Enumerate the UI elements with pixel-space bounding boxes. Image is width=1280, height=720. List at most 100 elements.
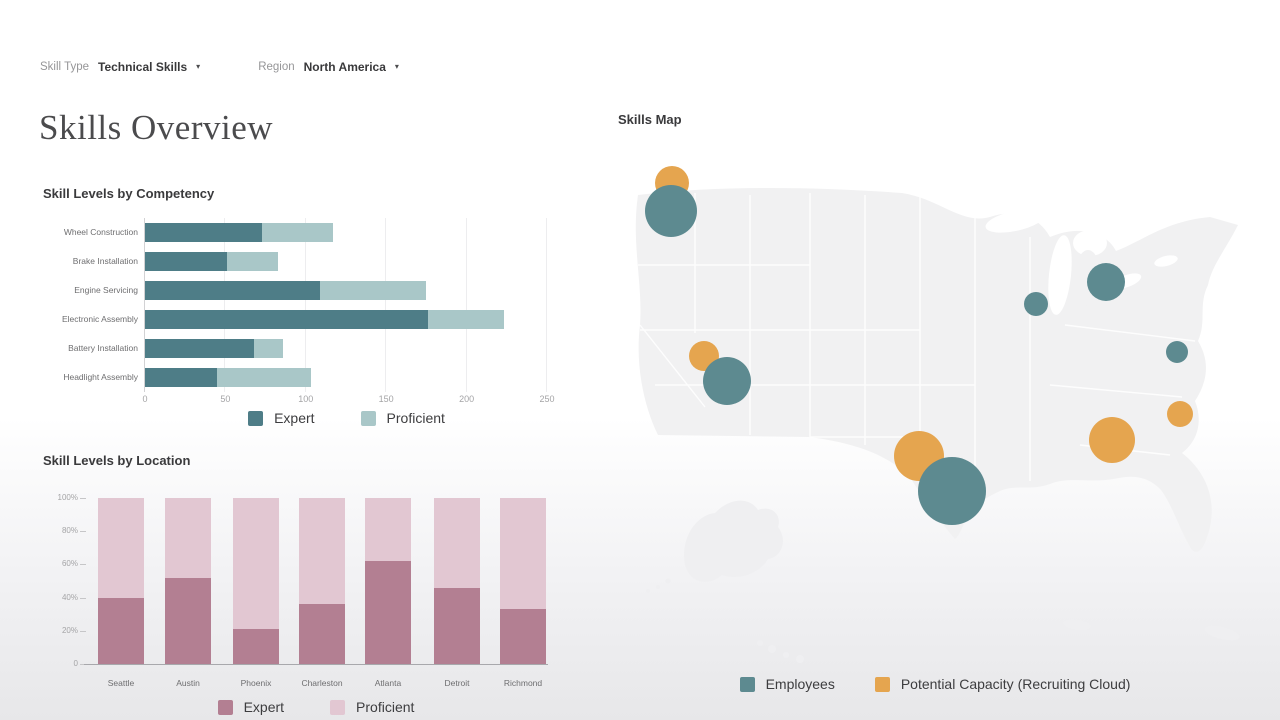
region-value: North America	[303, 60, 386, 74]
location-bar-expert[interactable]	[434, 587, 480, 664]
legend-label: Proficient	[386, 410, 445, 426]
category-label: Seattle	[107, 678, 135, 688]
proficient-swatch	[330, 699, 346, 715]
employees-swatch	[739, 676, 755, 692]
proficient-swatch	[360, 410, 376, 426]
category-label: Headlight Assembly	[63, 372, 138, 382]
location-chart-title: Skill Levels by Location	[43, 453, 191, 468]
y-tick-label: 80%	[61, 526, 78, 536]
map-bubble-employees[interactable]	[1087, 263, 1125, 301]
competency-bar-expert[interactable]	[145, 368, 218, 387]
competency-chart-title: Skill Levels by Competency	[43, 186, 215, 201]
competency-bar-expert[interactable]	[145, 252, 227, 271]
x-tick-label: 0	[142, 394, 148, 404]
y-axis-line	[144, 218, 145, 392]
location-bar-expert[interactable]	[233, 629, 279, 664]
category-label: Austin	[176, 678, 200, 688]
x-tick-label: 100	[298, 394, 314, 404]
map-bubble-employees[interactable]	[918, 457, 986, 525]
skill-type-value: Technical Skills	[98, 60, 188, 74]
x-tick-label: 200	[459, 394, 475, 404]
map-bubble-employees[interactable]	[645, 185, 697, 237]
location-bar-proficient[interactable]	[233, 498, 279, 630]
y-tick-label: 60%	[61, 559, 78, 569]
category-label: Charleston	[301, 678, 343, 688]
gridline	[465, 218, 467, 392]
legend-label: Expert	[243, 699, 285, 715]
y-tick-mark	[80, 531, 86, 533]
competency-bar-proficient[interactable]	[320, 281, 427, 300]
category-label: Wheel Construction	[63, 227, 138, 237]
legend-item-employees[interactable]: Employees	[739, 676, 835, 692]
legend-label: Expert	[274, 410, 315, 426]
competency-bar-proficient[interactable]	[217, 368, 311, 387]
gridline	[304, 218, 306, 392]
y-tick-label: 20%	[61, 625, 78, 635]
expert-swatch	[217, 699, 233, 715]
x-tick-label: 50	[220, 394, 231, 404]
legend-item-proficient[interactable]: Proficient	[360, 410, 445, 426]
legend-item-expert[interactable]: Expert	[248, 410, 315, 426]
category-label: Brake Installation	[72, 256, 138, 266]
skill-type-label: Skill Type	[40, 61, 90, 73]
y-tick-mark	[80, 664, 86, 665]
skill-type-filter[interactable]: Skill Type Technical Skills ▾	[40, 60, 200, 74]
y-tick-label: 40%	[61, 592, 78, 602]
location-bar-proficient[interactable]	[98, 498, 144, 598]
capacity-swatch	[874, 676, 890, 692]
expert-swatch	[248, 410, 264, 426]
competency-bar-expert[interactable]	[145, 310, 428, 329]
competency-bar-proficient[interactable]	[428, 310, 504, 329]
location-bar-proficient[interactable]	[299, 498, 345, 605]
category-label: Atlanta	[374, 678, 402, 688]
map-bubble-capacity[interactable]	[1167, 401, 1193, 427]
competency-bar-expert[interactable]	[145, 223, 263, 242]
location-bar-expert[interactable]	[500, 609, 546, 664]
legend-label: Potential Capacity (Recruiting Cloud)	[900, 676, 1131, 692]
competency-bar-expert[interactable]	[145, 281, 321, 300]
legend-item-capacity[interactable]: Potential Capacity (Recruiting Cloud)	[874, 676, 1131, 692]
competency-bar-expert[interactable]	[145, 339, 255, 358]
location-bar-expert[interactable]	[299, 604, 345, 664]
gridline	[546, 218, 547, 392]
chevron-down-icon: ▾	[394, 62, 399, 71]
competency-bar-proficient[interactable]	[254, 339, 284, 358]
legend-item-expert[interactable]: Expert	[217, 699, 285, 715]
location-legend: Expert Proficient	[85, 699, 547, 715]
location-bar-expert[interactable]	[365, 561, 411, 664]
map-bubble-employees[interactable]	[703, 357, 751, 405]
y-tick-mark	[80, 597, 86, 599]
map-bubble-employees[interactable]	[1166, 341, 1188, 363]
location-bar-proficient[interactable]	[434, 498, 480, 588]
category-label: Battery Installation	[68, 343, 138, 353]
category-label: Engine Servicing	[74, 285, 138, 295]
location-bar-expert[interactable]	[165, 577, 211, 664]
map-legend: Employees Potential Capacity (Recruiting…	[690, 676, 1180, 692]
gridline	[385, 218, 387, 392]
legend-label: Employees	[765, 676, 835, 692]
location-bar-proficient[interactable]	[165, 498, 211, 578]
map-bubble-employees[interactable]	[1024, 292, 1048, 316]
islands	[646, 578, 1240, 663]
x-tick-label: 150	[378, 394, 394, 404]
category-label: Detroit	[444, 678, 470, 688]
category-label: Phoenix	[240, 678, 272, 688]
location-bar-proficient[interactable]	[500, 498, 546, 610]
map-bubble-capacity[interactable]	[1089, 417, 1135, 463]
us-map	[635, 166, 1240, 663]
filter-bar: Skill Type Technical Skills ▾ Region Nor…	[40, 60, 399, 74]
skills-map	[635, 166, 1240, 663]
category-label: Richmond	[503, 678, 543, 688]
y-tick-mark	[80, 564, 86, 566]
location-bar-expert[interactable]	[98, 597, 144, 664]
x-tick-label: 250	[539, 394, 555, 404]
y-tick-mark	[80, 498, 86, 499]
location-bar-proficient[interactable]	[365, 498, 411, 562]
competency-legend: Expert Proficient	[145, 410, 548, 426]
legend-item-proficient[interactable]: Proficient	[330, 699, 414, 715]
region-filter[interactable]: Region North America ▾	[258, 60, 399, 74]
competency-bar-proficient[interactable]	[262, 223, 334, 242]
competency-bar-proficient[interactable]	[227, 252, 279, 271]
page-title: Skills Overview	[39, 108, 274, 147]
